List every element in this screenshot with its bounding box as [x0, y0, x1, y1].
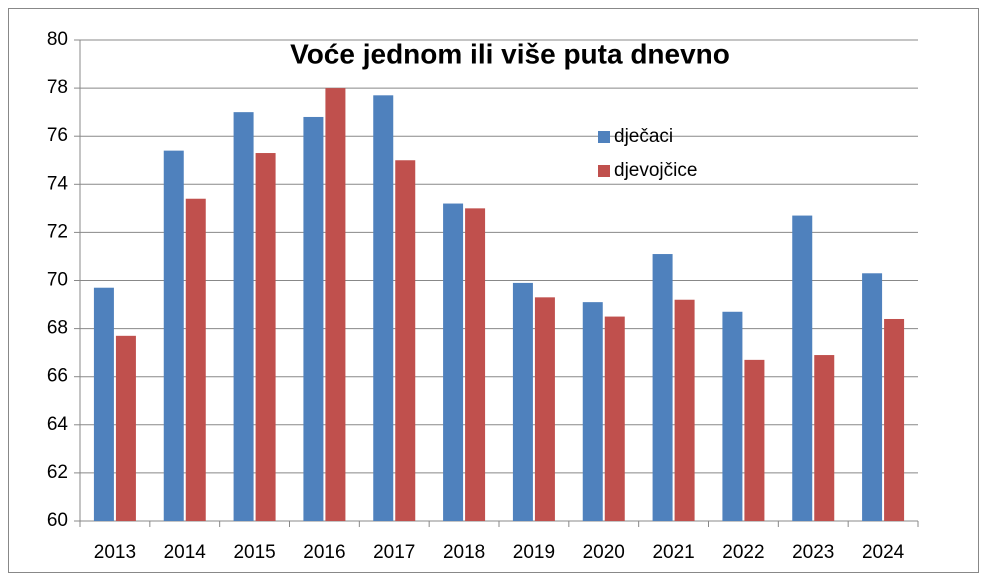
x-tick-label: 2019 — [513, 542, 555, 563]
legend-swatch — [598, 131, 610, 143]
bar — [395, 160, 416, 521]
bar — [814, 355, 835, 521]
bar — [792, 215, 813, 521]
legend-swatch — [598, 165, 610, 177]
x-tick-label: 2022 — [722, 542, 764, 563]
bar — [674, 299, 695, 521]
chart-title: Voće jednom ili više puta dnevno — [290, 38, 730, 69]
bar — [722, 311, 743, 521]
bar — [443, 203, 464, 522]
y-tick-label: 72 — [47, 221, 68, 242]
bar — [255, 153, 276, 521]
bar — [373, 95, 394, 521]
bar — [163, 150, 184, 521]
bar — [604, 316, 625, 521]
bar — [115, 335, 136, 521]
y-tick-label: 68 — [47, 318, 68, 339]
bar — [512, 282, 533, 521]
bar — [884, 318, 905, 521]
x-tick-label: 2023 — [792, 542, 834, 563]
bar — [303, 116, 324, 522]
bar — [233, 112, 254, 522]
bar — [652, 254, 673, 522]
y-tick-label: 78 — [47, 77, 68, 98]
x-tick-label: 2015 — [233, 542, 275, 563]
bar — [744, 359, 765, 521]
x-tick-label: 2024 — [862, 542, 905, 563]
y-tick-label: 64 — [47, 414, 69, 435]
x-tick-label: 2018 — [443, 542, 485, 563]
y-tick-label: 80 — [47, 29, 68, 50]
legend-label: djevojčice — [614, 160, 697, 181]
y-tick-label: 66 — [47, 366, 68, 387]
x-tick-label: 2016 — [303, 542, 345, 563]
bar — [534, 297, 555, 521]
y-tick-label: 60 — [47, 510, 68, 531]
x-tick-label: 2021 — [652, 542, 694, 563]
x-tick-label: 2020 — [583, 542, 625, 563]
y-tick-label: 70 — [47, 270, 68, 291]
bar — [325, 88, 346, 521]
legend-label: dječaci — [614, 126, 673, 147]
bar — [465, 208, 486, 521]
y-tick-label: 74 — [47, 173, 69, 194]
x-tick-label: 2014 — [164, 542, 207, 563]
y-tick-label: 62 — [47, 462, 68, 483]
bar — [582, 302, 603, 521]
bar — [862, 273, 883, 521]
bar — [185, 198, 206, 522]
x-tick-label: 2017 — [373, 542, 415, 563]
bar — [93, 287, 114, 521]
y-tick-label: 76 — [47, 125, 68, 146]
x-tick-label: 2013 — [94, 542, 136, 563]
